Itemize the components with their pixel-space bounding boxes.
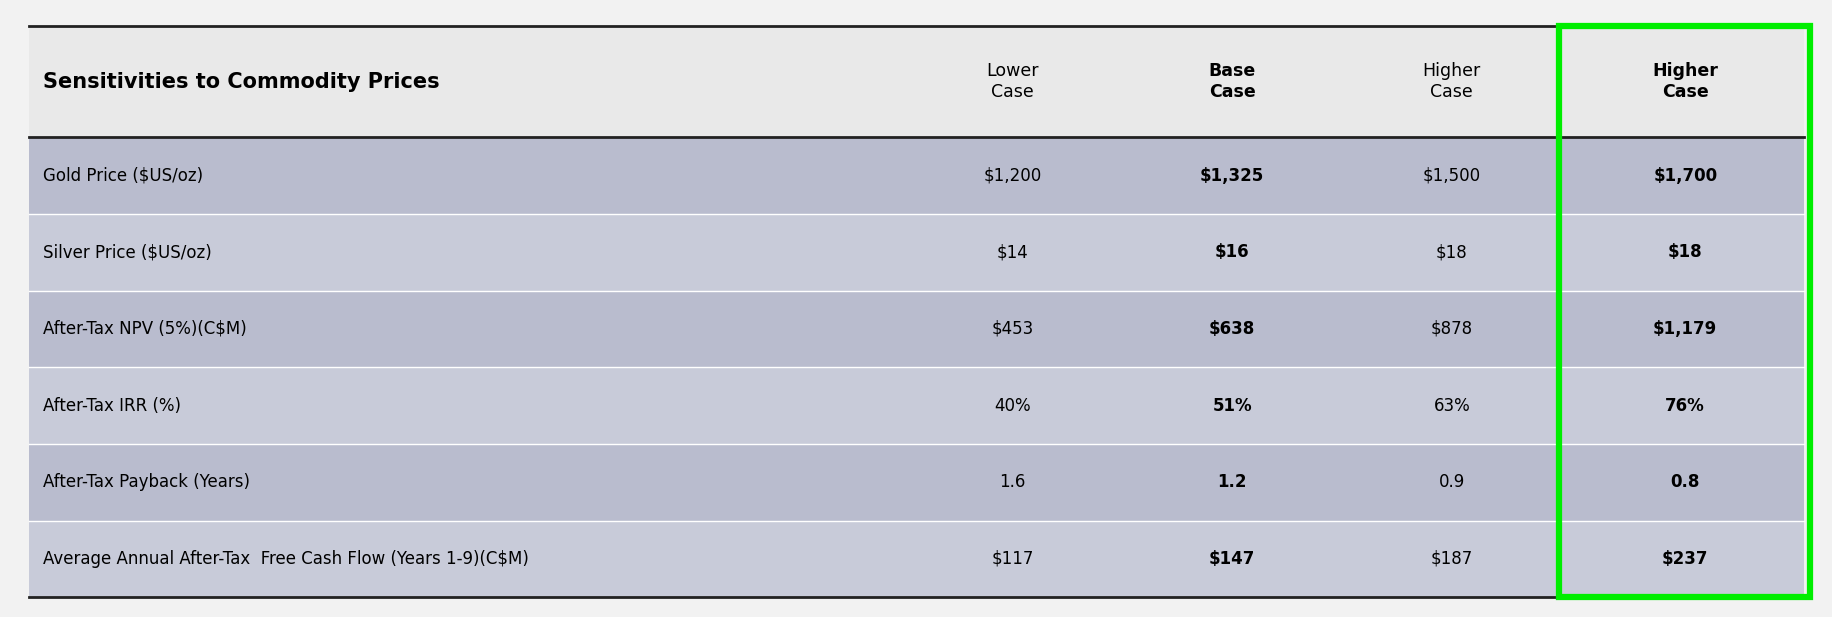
Bar (29, 214, 1803, 291)
Text: $1,700: $1,700 (1652, 167, 1717, 184)
Text: $1,200: $1,200 (984, 167, 1041, 184)
Text: $453: $453 (991, 320, 1033, 338)
Text: 63%: 63% (1433, 397, 1469, 415)
Bar (29, 291, 1803, 367)
Bar (29, 444, 1803, 521)
Text: 40%: 40% (993, 397, 1030, 415)
Bar (29, 521, 1803, 597)
Text: $1,500: $1,500 (1422, 167, 1480, 184)
Bar (29, 367, 1803, 444)
Text: $1,325: $1,325 (1200, 167, 1264, 184)
Text: $187: $187 (1431, 550, 1473, 568)
Text: 1.6: 1.6 (998, 473, 1026, 491)
Text: $638: $638 (1209, 320, 1255, 338)
Text: Lower
Case: Lower Case (986, 62, 1039, 101)
Text: $237: $237 (1662, 550, 1707, 568)
Text: $147: $147 (1209, 550, 1255, 568)
Text: $14: $14 (997, 243, 1028, 262)
Text: After-Tax Payback (Years): After-Tax Payback (Years) (44, 473, 251, 491)
Text: $117: $117 (991, 550, 1033, 568)
Text: Higher
Case: Higher Case (1422, 62, 1480, 101)
Text: Higher
Case: Higher Case (1651, 62, 1717, 101)
Text: $18: $18 (1667, 243, 1702, 262)
Text: 76%: 76% (1665, 397, 1704, 415)
Text: Average Annual After-Tax  Free Cash Flow (Years 1-9)(C$M): Average Annual After-Tax Free Cash Flow … (44, 550, 529, 568)
Text: $878: $878 (1431, 320, 1473, 338)
Text: $1,179: $1,179 (1652, 320, 1717, 338)
Bar (1557, 26, 1808, 597)
Text: Base
Case: Base Case (1207, 62, 1255, 101)
Text: 1.2: 1.2 (1216, 473, 1246, 491)
Text: Sensitivities to Commodity Prices: Sensitivities to Commodity Prices (44, 72, 440, 92)
Text: 0.8: 0.8 (1669, 473, 1698, 491)
Text: $18: $18 (1434, 243, 1467, 262)
Text: After-Tax IRR (%): After-Tax IRR (%) (44, 397, 181, 415)
Text: 0.9: 0.9 (1438, 473, 1464, 491)
Text: After-Tax NPV (5%)(C$M): After-Tax NPV (5%)(C$M) (44, 320, 247, 338)
Text: Gold Price ($US/oz): Gold Price ($US/oz) (44, 167, 203, 184)
Bar (29, 26, 1803, 138)
Text: Silver Price ($US/oz): Silver Price ($US/oz) (44, 243, 213, 262)
Text: 51%: 51% (1211, 397, 1251, 415)
Text: $16: $16 (1215, 243, 1249, 262)
Bar (29, 138, 1803, 214)
